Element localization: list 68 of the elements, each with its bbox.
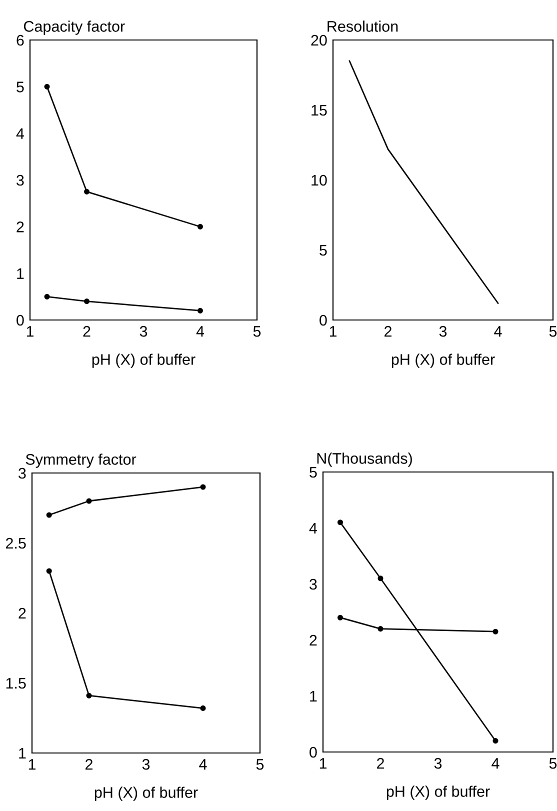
point <box>378 576 384 582</box>
y-tick-label: 2.5 <box>6 538 26 549</box>
x-axis-title: pH (X) of buffer <box>92 354 196 368</box>
y-tick-label: 1 <box>17 268 24 279</box>
y-tick-label: 2 <box>18 608 26 619</box>
y-tick-label: 3 <box>16 174 24 186</box>
x-tick-label: 2 <box>377 758 384 769</box>
y-tick-label: 1 <box>310 691 317 702</box>
chart-title: N(Thousands) <box>317 452 412 467</box>
y-tick-label: 5 <box>310 467 317 478</box>
x-tick-label: 3 <box>140 326 148 337</box>
chart-title: Capacity factor <box>24 20 125 35</box>
x-axis-title: pH (X) of buffer <box>94 786 198 801</box>
point <box>337 520 344 526</box>
point <box>197 224 204 230</box>
x-tick-label: 3 <box>439 326 447 337</box>
y-tick-label: 5 <box>16 82 24 92</box>
point <box>44 294 50 300</box>
x-tick-label: 5 <box>256 759 264 770</box>
point <box>197 308 204 314</box>
point <box>46 568 52 574</box>
y-tick-label: 1.5 <box>6 678 26 689</box>
point <box>492 628 498 634</box>
x-tick-label: 4 <box>196 326 204 337</box>
point <box>492 738 498 744</box>
y-tick-label: 6 <box>16 34 24 46</box>
chart-title: Resolution <box>328 20 398 32</box>
x-tick-label: 2 <box>86 758 92 770</box>
y-tick-label: 15 <box>312 105 327 116</box>
x-tick-label: 2 <box>384 326 392 337</box>
y-tick-label: 0 <box>320 314 327 326</box>
x-axis-title: pH (X) of buffer <box>386 786 490 800</box>
y-tick-label: 1 <box>19 748 26 759</box>
y-tick-label: 0 <box>310 746 317 758</box>
x-tick-label: 5 <box>549 758 557 769</box>
x-tick-label: 5 <box>549 326 557 337</box>
y-tick-label: 10 <box>312 174 327 186</box>
x-tick-label: 1 <box>330 326 337 337</box>
x-axis-title: pH (X) of buffer <box>392 354 495 368</box>
x-tick-label: 3 <box>142 758 150 770</box>
x-tick-label: 1 <box>26 326 34 337</box>
y-tick-label: 2 <box>310 634 317 646</box>
y-tick-label: 4 <box>309 523 317 534</box>
x-tick-label: 1 <box>28 759 36 770</box>
x-tick-label: 4 <box>199 759 207 770</box>
x-tick-label: 4 <box>492 758 500 769</box>
y-tick-label: 5 <box>320 245 327 256</box>
chart-title: Symmetry factor <box>26 454 136 468</box>
point <box>84 298 90 304</box>
point <box>86 498 92 504</box>
point <box>86 692 92 698</box>
point <box>337 614 344 620</box>
x-tick-label: 4 <box>494 326 502 337</box>
y-tick-label: 0 <box>16 314 24 326</box>
y-tick-label: 20 <box>311 34 327 46</box>
point <box>84 188 90 194</box>
point <box>200 484 206 490</box>
point <box>46 512 52 518</box>
x-tick-label: 5 <box>253 326 261 337</box>
y-tick-label: 3 <box>310 578 317 590</box>
y-tick-label: 4 <box>16 128 24 139</box>
y-tick-label: 2 <box>16 222 24 232</box>
x-tick-label: 3 <box>434 758 442 769</box>
x-tick-label: 2 <box>83 326 90 337</box>
point <box>200 705 206 711</box>
y-tick-label: 3 <box>18 468 26 479</box>
point <box>378 626 384 632</box>
point <box>44 84 50 90</box>
